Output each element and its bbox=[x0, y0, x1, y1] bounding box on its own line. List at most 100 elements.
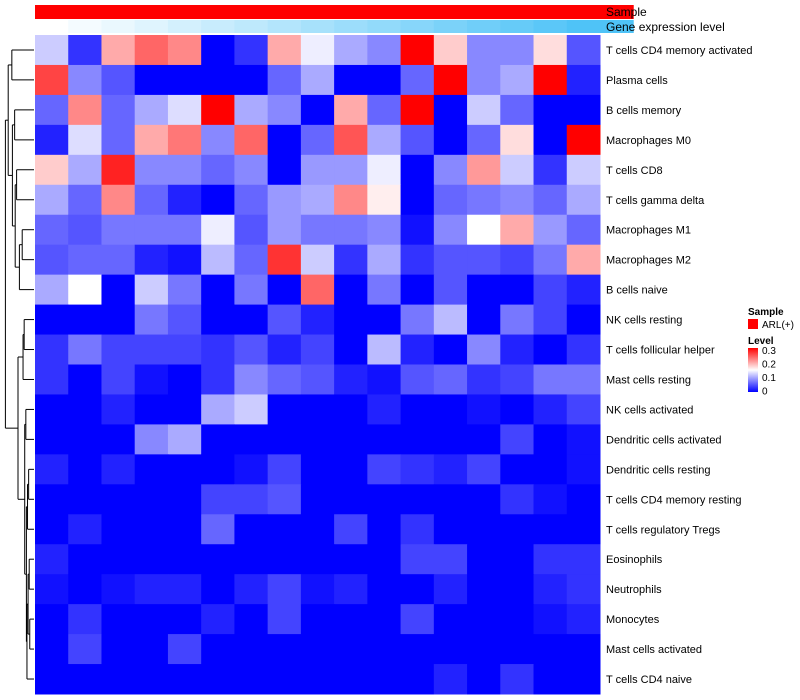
heatmap-cell bbox=[500, 364, 535, 395]
heatmap-cell bbox=[68, 334, 102, 365]
heatmap-cell bbox=[134, 124, 169, 156]
row-label: Macrophages M2 bbox=[606, 255, 691, 267]
heatmap-cell bbox=[267, 664, 302, 695]
heatmap-cell bbox=[300, 334, 335, 365]
sample-annotation-cell bbox=[600, 5, 634, 19]
heatmap-cell bbox=[367, 364, 402, 395]
heatmap-cell bbox=[467, 514, 501, 545]
row-label: Plasma cells bbox=[606, 75, 668, 87]
heatmap-cell bbox=[467, 334, 501, 365]
heatmap-cell bbox=[300, 364, 335, 395]
heatmap-cell bbox=[134, 35, 169, 66]
heatmap-cell bbox=[101, 604, 136, 635]
heatmap-cell bbox=[167, 394, 202, 425]
heatmap-cell bbox=[400, 184, 435, 216]
heatmap-cell bbox=[35, 454, 69, 485]
heatmap-cell bbox=[467, 604, 501, 635]
heatmap-cell bbox=[500, 214, 535, 246]
heatmap-cell bbox=[300, 574, 335, 605]
heatmap-cell bbox=[134, 604, 169, 635]
column-annotation-bars bbox=[35, 5, 634, 33]
heatmap-cell bbox=[234, 244, 269, 276]
gene-level-annotation-cell bbox=[234, 20, 269, 33]
gene-level-annotation-cell bbox=[68, 20, 102, 33]
heatmap-cell bbox=[334, 184, 368, 216]
heatmap-cell bbox=[267, 634, 302, 665]
sample-annotation-cell bbox=[68, 5, 102, 19]
sample-annotation-cell bbox=[134, 5, 169, 19]
heatmap-cell bbox=[433, 364, 468, 395]
row-label: NK cells activated bbox=[606, 404, 693, 416]
heatmap-cell bbox=[101, 64, 136, 96]
heatmap-cell bbox=[533, 604, 568, 635]
gene-level-annotation-cell bbox=[167, 20, 202, 33]
heatmap-cell bbox=[433, 124, 468, 156]
heatmap-cell bbox=[533, 364, 568, 395]
heatmap-cell bbox=[101, 394, 136, 425]
heatmap-cell bbox=[566, 154, 601, 186]
heatmap-cell bbox=[467, 35, 501, 66]
row-dendrogram bbox=[4, 49, 34, 680]
heatmap-cell bbox=[300, 664, 335, 695]
heatmap-cell bbox=[201, 274, 235, 306]
heatmap-cell bbox=[433, 334, 468, 365]
heatmap-cell bbox=[500, 334, 535, 365]
heatmap-cell bbox=[433, 214, 468, 246]
heatmap-cell bbox=[101, 664, 136, 695]
heatmap-cell bbox=[400, 634, 435, 665]
heatmap-cell bbox=[35, 214, 69, 246]
gene-level-annotation-cell bbox=[101, 20, 136, 33]
gene-level-annotation-cell bbox=[566, 20, 601, 33]
heatmap-cell bbox=[334, 274, 368, 306]
heatmap-cell bbox=[300, 124, 335, 156]
heatmap-cell bbox=[533, 214, 568, 246]
heatmap-cell bbox=[367, 304, 402, 336]
gene-level-annotation-cell bbox=[267, 20, 302, 33]
heatmap-cell bbox=[234, 514, 269, 545]
heatmap-cell bbox=[134, 244, 169, 276]
heatmap-cell bbox=[167, 484, 202, 515]
heatmap-cell bbox=[533, 634, 568, 665]
heatmap-cell bbox=[367, 604, 402, 635]
heatmap-cell bbox=[500, 454, 535, 485]
heatmap-cell bbox=[467, 364, 501, 395]
heatmap-cell bbox=[467, 424, 501, 455]
heatmap-cell bbox=[433, 64, 468, 96]
heatmap-cell bbox=[500, 424, 535, 455]
heatmap-cell bbox=[68, 454, 102, 485]
heatmap-cell bbox=[68, 94, 102, 126]
heatmap-cell bbox=[101, 544, 136, 575]
heatmap-cell bbox=[167, 94, 202, 126]
heatmap-cell bbox=[267, 35, 302, 66]
heatmap-cell bbox=[101, 484, 136, 515]
heatmap-cell bbox=[134, 364, 169, 395]
heatmap-cell bbox=[35, 514, 69, 545]
gene-level-annotation-cell bbox=[500, 20, 535, 33]
heatmap-cell bbox=[134, 184, 169, 216]
heatmap-cell bbox=[334, 574, 368, 605]
heatmap-cell bbox=[367, 514, 402, 545]
heatmap-cell bbox=[533, 574, 568, 605]
heatmap-cell bbox=[533, 94, 568, 126]
heatmap-cell bbox=[533, 334, 568, 365]
heatmap-cell bbox=[500, 124, 535, 156]
heatmap-cell bbox=[533, 184, 568, 216]
heatmap-cell bbox=[35, 274, 69, 306]
heatmap-cell bbox=[167, 604, 202, 635]
heatmap-cell bbox=[234, 664, 269, 695]
heatmap-cell bbox=[167, 574, 202, 605]
heatmap-cell bbox=[533, 304, 568, 336]
heatmap-cell bbox=[400, 244, 435, 276]
heatmap-cell bbox=[500, 154, 535, 186]
heatmap-cell bbox=[267, 214, 302, 246]
heatmap-cell bbox=[500, 35, 535, 66]
heatmap-cell bbox=[467, 304, 501, 336]
heatmap-cell bbox=[234, 274, 269, 306]
heatmap-cell bbox=[500, 394, 535, 425]
heatmap-cell bbox=[566, 394, 601, 425]
heatmap-cell bbox=[500, 664, 535, 695]
heatmap-cell bbox=[533, 35, 568, 66]
heatmap-cell bbox=[35, 394, 69, 425]
heatmap-cell bbox=[234, 544, 269, 575]
gene-level-annotation-cell bbox=[334, 20, 368, 33]
